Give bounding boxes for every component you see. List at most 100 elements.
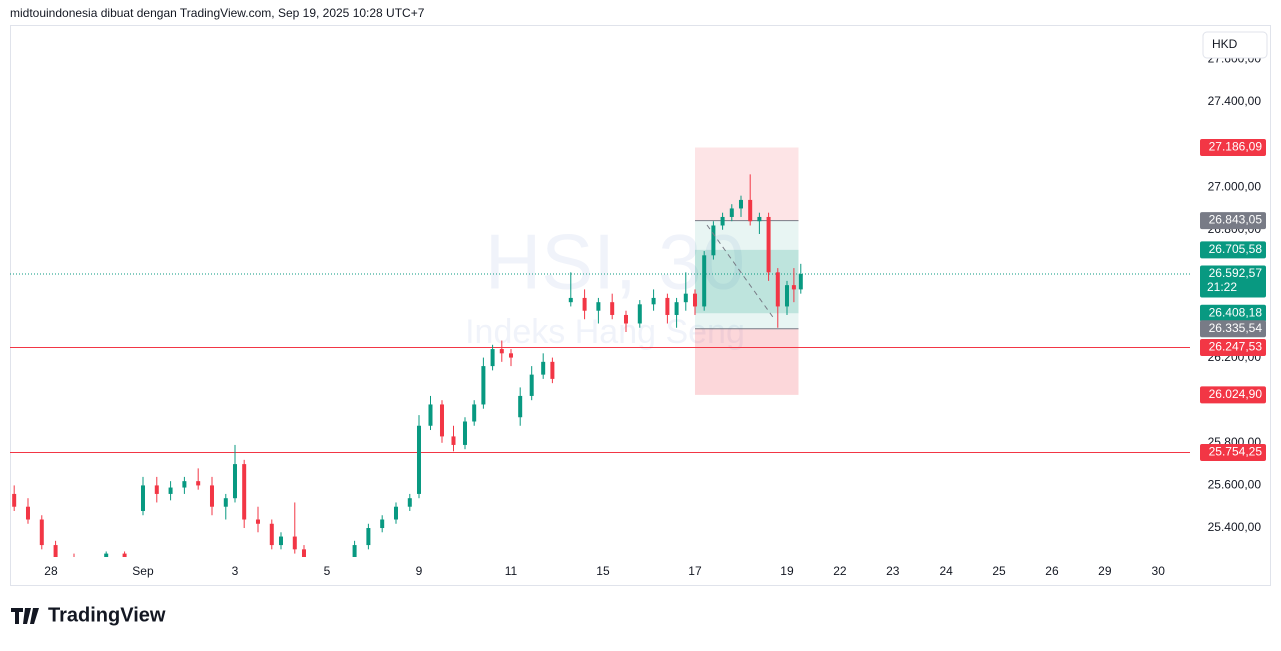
- candle-body: [784, 285, 789, 307]
- candle-body: [407, 498, 412, 507]
- x-tick-label: 9: [416, 564, 423, 578]
- x-tick-label: 26: [1045, 564, 1059, 578]
- candle-body: [366, 528, 371, 546]
- candle-body: [182, 481, 187, 488]
- candle-body: [596, 302, 601, 311]
- price-label: 26.705,58: [1209, 242, 1263, 256]
- y-tick-label: 25.400,00: [1208, 520, 1262, 534]
- x-tick-label: 17: [688, 564, 702, 578]
- candle-body: [674, 302, 679, 315]
- candle-body: [278, 536, 283, 546]
- candle-body: [292, 536, 297, 550]
- candle-body: [665, 297, 670, 315]
- x-tick-label: 5: [324, 564, 331, 578]
- price-label-box: [1200, 212, 1266, 230]
- price-label-box: [1200, 265, 1266, 298]
- candle-body: [499, 349, 504, 354]
- candle-body: [623, 314, 628, 324]
- price-label-box: [1200, 338, 1266, 356]
- candle-body: [209, 485, 214, 507]
- watermark-name: Indeks Hang Seng: [465, 313, 745, 351]
- candle-body: [610, 302, 615, 315]
- y-tick-label: 27.000,00: [1208, 179, 1262, 193]
- x-tick-label: 15: [596, 564, 610, 578]
- candle-body: [791, 285, 796, 290]
- candle-body: [472, 404, 477, 422]
- candle-body: [568, 297, 573, 303]
- currency: HKD: [1212, 37, 1238, 51]
- candle-body: [140, 485, 145, 511]
- position-zone: [694, 328, 799, 395]
- price-label: 26.843,05: [1209, 213, 1263, 227]
- candle-body: [301, 549, 306, 557]
- currency-button[interactable]: [1202, 31, 1268, 59]
- countdown: 21:22: [1207, 280, 1237, 294]
- candle-body: [462, 421, 467, 445]
- price-label-box: [1200, 320, 1266, 338]
- price-label: 26.024,90: [1209, 387, 1263, 401]
- x-tick-label: 29: [1098, 564, 1112, 578]
- candle-body: [738, 199, 743, 209]
- candle-body: [255, 519, 260, 524]
- chart-frame: [10, 25, 1271, 586]
- price-label-box: [1200, 304, 1266, 322]
- price-label-box: [1200, 444, 1266, 462]
- header: midtouindonesia dibuat dengan TradingVie…: [10, 6, 425, 20]
- candle-body: [757, 216, 762, 222]
- price-label-box: [1200, 241, 1266, 259]
- candle-body: [550, 361, 555, 379]
- x-tick-label: 30: [1152, 564, 1166, 578]
- y-tick-label: 25.600,00: [1208, 478, 1262, 492]
- x-tick-label: 3: [232, 564, 239, 578]
- x-tick-label: Sep: [132, 564, 154, 578]
- price-label: 26.592,57: [1209, 266, 1263, 280]
- candle-body: [393, 506, 398, 520]
- price-label: 27.186,09: [1209, 140, 1263, 154]
- candle-body: [481, 366, 486, 405]
- price-label: 26.335,54: [1209, 321, 1263, 335]
- price-label-box: [1200, 386, 1266, 404]
- x-tick-label: 11: [505, 564, 518, 578]
- candle-body: [232, 464, 237, 499]
- candle-body: [104, 553, 109, 557]
- candle-body: [53, 545, 58, 557]
- price-label: 26.247,53: [1209, 340, 1263, 354]
- candle-body: [518, 395, 523, 418]
- candle-body: [582, 297, 587, 311]
- candle-body: [720, 216, 725, 226]
- candle-body: [25, 506, 30, 520]
- brand: TradingView: [48, 604, 166, 626]
- position-zone: [694, 249, 799, 314]
- y-tick-label: 27.400,00: [1208, 94, 1262, 108]
- candle-body: [637, 304, 642, 324]
- candle-body: [122, 553, 127, 557]
- candle-body: [439, 404, 444, 437]
- candle-body: [766, 216, 771, 273]
- logo: [11, 608, 39, 624]
- candle-body: [692, 293, 697, 307]
- price-label-box: [1200, 138, 1266, 156]
- position-zone: [694, 147, 799, 221]
- candle-body: [711, 225, 716, 256]
- candle-body: [775, 272, 780, 307]
- candle-body: [428, 404, 433, 426]
- candle-body: [72, 560, 76, 564]
- candle-body: [729, 208, 734, 217]
- candle-body: [451, 436, 456, 445]
- price-label: 25.754,25: [1209, 445, 1263, 459]
- candle-body: [242, 464, 247, 520]
- x-tick-label: 23: [886, 564, 900, 578]
- candle-body: [541, 361, 546, 375]
- x-tick-label: 19: [780, 564, 794, 578]
- candle-body: [683, 293, 688, 303]
- candle-body: [702, 255, 707, 307]
- price-label: 26.408,18: [1209, 305, 1263, 319]
- candle-body: [196, 481, 201, 486]
- x-tick-label: 25: [992, 564, 1006, 578]
- candle-body: [380, 519, 385, 529]
- candle-body: [651, 297, 656, 305]
- x-tick-label: 22: [833, 564, 847, 578]
- candle-body: [798, 273, 803, 290]
- candle-body: [508, 353, 513, 358]
